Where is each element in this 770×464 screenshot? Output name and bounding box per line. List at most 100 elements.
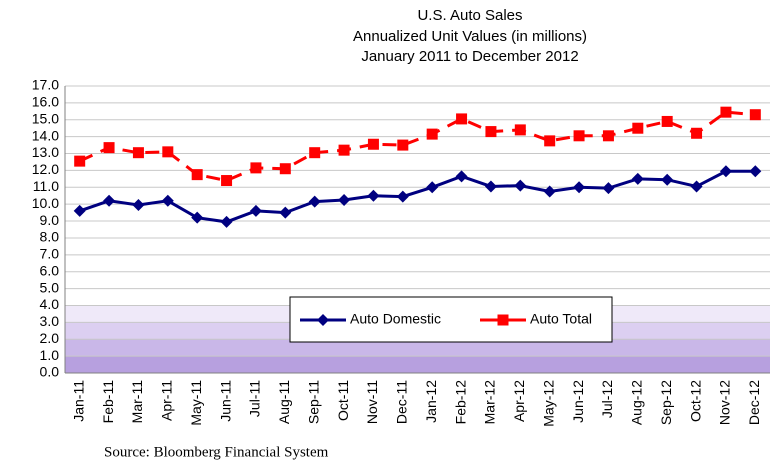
series-line bbox=[79, 169, 756, 224]
x-tick-label: Dec-12 bbox=[746, 380, 762, 425]
point bbox=[191, 211, 204, 224]
point bbox=[74, 155, 86, 167]
y-tick-label: 5.0 bbox=[40, 279, 60, 295]
x-tick-label: Nov-11 bbox=[364, 380, 380, 424]
x-tick-label: Jan-11 bbox=[70, 380, 86, 422]
point bbox=[514, 179, 527, 192]
point bbox=[426, 128, 438, 140]
y-tick-label: 15.0 bbox=[32, 110, 59, 126]
point bbox=[250, 162, 262, 174]
legend-marker bbox=[497, 314, 509, 326]
point bbox=[338, 193, 351, 206]
point bbox=[191, 169, 203, 181]
point bbox=[103, 142, 115, 154]
point bbox=[249, 204, 262, 217]
x-tick-label: Mar-12 bbox=[482, 380, 498, 425]
y-tick-label: 7.0 bbox=[40, 246, 60, 262]
y-tick-label: 11.0 bbox=[33, 178, 59, 194]
point bbox=[220, 215, 233, 228]
x-tick-label: Oct-12 bbox=[687, 380, 703, 422]
x-tick-label: Aug-11 bbox=[276, 380, 292, 424]
point bbox=[103, 194, 116, 207]
point bbox=[132, 147, 144, 159]
x-tick-label: Sep-11 bbox=[305, 380, 321, 424]
legend-label: Auto Total bbox=[530, 311, 592, 327]
point bbox=[573, 130, 585, 142]
y-tick-label: 2.0 bbox=[40, 330, 60, 346]
x-tick-label: Apr-12 bbox=[511, 380, 527, 422]
point bbox=[749, 109, 761, 121]
point bbox=[397, 139, 409, 151]
x-tick-label: Mar-11 bbox=[129, 380, 145, 424]
x-tick-label: Nov-12 bbox=[717, 380, 733, 425]
chart-subtitle: January 2011 to December 2012 bbox=[361, 48, 578, 65]
x-tick-label: Apr-11 bbox=[159, 380, 175, 421]
point bbox=[279, 163, 291, 175]
point bbox=[73, 204, 86, 217]
y-tick-label: 4.0 bbox=[40, 296, 60, 312]
point bbox=[484, 180, 497, 193]
point bbox=[631, 172, 644, 185]
legend-label: Auto Domestic bbox=[350, 311, 441, 327]
y-tick-label: 8.0 bbox=[40, 229, 60, 245]
point bbox=[279, 206, 292, 219]
point bbox=[161, 194, 174, 207]
point bbox=[132, 199, 145, 212]
point bbox=[543, 185, 556, 198]
x-tick-label: Aug-12 bbox=[629, 380, 645, 425]
point bbox=[308, 195, 321, 208]
point bbox=[456, 113, 468, 125]
x-tick-label: Oct-11 bbox=[335, 380, 351, 421]
point bbox=[485, 126, 497, 138]
point bbox=[720, 106, 732, 118]
point bbox=[221, 175, 233, 187]
point bbox=[309, 147, 321, 159]
x-tick-label: Feb-11 bbox=[100, 380, 116, 424]
point bbox=[396, 190, 409, 203]
y-tick-label: 1.0 bbox=[40, 347, 60, 363]
point bbox=[661, 115, 673, 127]
point bbox=[544, 135, 556, 147]
y-tick-label: 10.0 bbox=[32, 195, 59, 211]
y-tick-label: 17.0 bbox=[32, 77, 59, 93]
point bbox=[338, 144, 350, 156]
point bbox=[162, 146, 174, 158]
y-tick-label: 9.0 bbox=[40, 212, 60, 228]
point bbox=[573, 181, 586, 194]
point bbox=[367, 189, 380, 202]
source: Source: Bloomberg Financial System bbox=[104, 444, 329, 460]
point bbox=[632, 122, 644, 134]
chart-subtitle: Annualized Unit Values (in millions) bbox=[353, 28, 587, 45]
x-tick-label: May-11 bbox=[188, 380, 204, 426]
point bbox=[367, 138, 379, 150]
x-tick-label: Jul-12 bbox=[599, 380, 615, 418]
point bbox=[514, 124, 526, 136]
x-tick-label: Sep-12 bbox=[658, 380, 674, 425]
x-tick-label: Jul-11 bbox=[247, 380, 263, 417]
y-tick-label: 0.0 bbox=[40, 364, 60, 380]
chart-title: U.S. Auto Sales bbox=[417, 7, 522, 24]
point bbox=[690, 180, 703, 193]
point bbox=[749, 165, 762, 178]
point bbox=[661, 173, 674, 186]
y-tick-label: 14.0 bbox=[32, 127, 59, 143]
point bbox=[602, 130, 614, 142]
x-tick-label: Feb-12 bbox=[452, 380, 468, 425]
y-tick-label: 13.0 bbox=[32, 144, 59, 160]
y-tick-label: 6.0 bbox=[40, 262, 60, 278]
x-tick-label: Dec-11 bbox=[394, 380, 410, 424]
point bbox=[691, 127, 703, 139]
point bbox=[455, 170, 468, 183]
y-tick-label: 16.0 bbox=[32, 94, 59, 110]
y-tick-label: 3.0 bbox=[40, 313, 60, 329]
point bbox=[426, 181, 439, 194]
x-tick-label: Jan-12 bbox=[423, 380, 439, 423]
band bbox=[65, 356, 770, 373]
y-tick-label: 12.0 bbox=[32, 161, 59, 177]
x-tick-label: Jun-12 bbox=[570, 380, 586, 423]
band bbox=[65, 339, 770, 356]
x-tick-label: Jun-11 bbox=[217, 380, 233, 422]
legend-marker bbox=[317, 314, 329, 326]
point bbox=[719, 165, 732, 178]
